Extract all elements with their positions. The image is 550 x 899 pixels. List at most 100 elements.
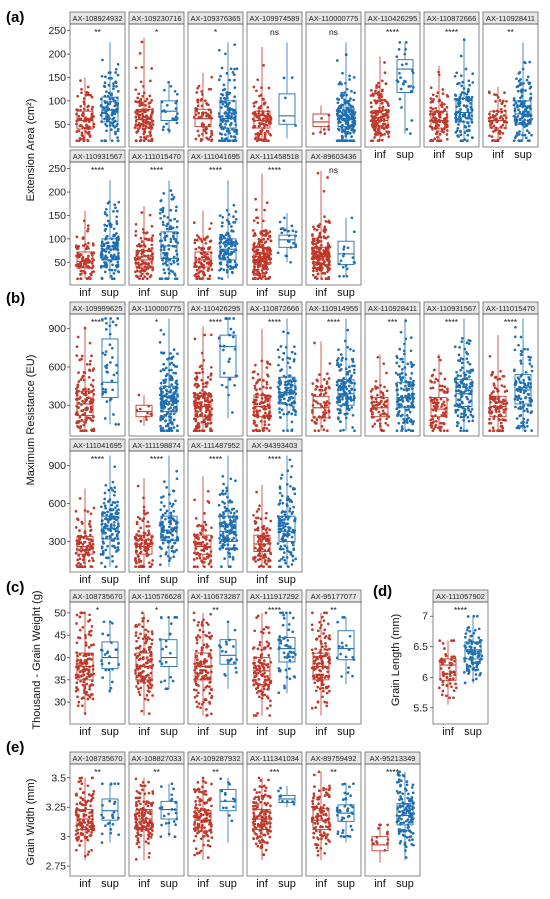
- data-point: [145, 272, 149, 275]
- data-point: [220, 106, 223, 109]
- data-point: [87, 391, 91, 395]
- data-point: [101, 58, 104, 62]
- data-point: [376, 386, 380, 389]
- data-point: [313, 227, 316, 231]
- data-point: [383, 61, 386, 64]
- data-point: [88, 341, 92, 345]
- data-point: [381, 409, 385, 413]
- data-point: [282, 397, 286, 401]
- data-point: [352, 371, 356, 375]
- data-point: [335, 359, 339, 362]
- data-point: [111, 480, 115, 484]
- facet-title: AX-109376365: [190, 14, 240, 23]
- data-point: [112, 524, 116, 527]
- data-point: [324, 411, 328, 415]
- data-point: [525, 78, 529, 82]
- data-point: [383, 71, 387, 75]
- data-point: [401, 376, 405, 379]
- data-point: [530, 369, 534, 373]
- data-point: [105, 363, 109, 367]
- data-point: [170, 429, 174, 433]
- data-point: [405, 398, 409, 402]
- facet-title: AX-109230716: [131, 14, 181, 23]
- data-point: [102, 525, 106, 529]
- data-point: [171, 544, 174, 548]
- data-point: [201, 396, 205, 399]
- data-point: [514, 325, 517, 329]
- data-point: [105, 321, 108, 325]
- data-point: [75, 345, 79, 349]
- data-point: [174, 405, 177, 409]
- data-point: [113, 490, 117, 494]
- data-point: [77, 117, 81, 121]
- data-point: [324, 220, 328, 223]
- data-point: [144, 99, 147, 103]
- data-point: [513, 368, 516, 372]
- data-point: [92, 429, 96, 433]
- data-point: [140, 255, 144, 258]
- data-point: [203, 418, 206, 422]
- facet-title: AX-110931567: [73, 152, 123, 161]
- data-point: [105, 524, 109, 528]
- data-point: [139, 550, 143, 554]
- data-point: [526, 348, 530, 351]
- data-point: [230, 112, 234, 115]
- data-point: [233, 260, 237, 264]
- data-point: [103, 101, 107, 104]
- data-point: [80, 258, 84, 262]
- data-point: [167, 247, 171, 251]
- data-point: [429, 379, 432, 383]
- data-point: [110, 268, 114, 272]
- data-point: [338, 274, 341, 278]
- data-point: [148, 275, 152, 279]
- data-point: [461, 337, 464, 340]
- data-point: [165, 122, 168, 126]
- data-point: [431, 421, 435, 425]
- data-point: [491, 114, 495, 117]
- data-point: [79, 277, 83, 281]
- x-tick-label: sup: [101, 287, 119, 299]
- x-tick-label: sup: [278, 287, 296, 299]
- data-point: [112, 413, 115, 416]
- data-point: [194, 382, 198, 386]
- data-point: [397, 413, 400, 416]
- data-point: [228, 241, 232, 245]
- data-point: [403, 384, 407, 388]
- data-point: [172, 412, 176, 415]
- data-point: [163, 88, 166, 92]
- data-point: [373, 116, 377, 120]
- data-point: [175, 220, 179, 223]
- data-point: [446, 429, 449, 433]
- data-point: [114, 130, 117, 134]
- data-point: [111, 554, 114, 558]
- data-point: [113, 517, 116, 521]
- data-point: [148, 123, 152, 127]
- data-point: [90, 429, 94, 433]
- data-point: [79, 79, 82, 82]
- data-point: [77, 244, 81, 248]
- data-point: [436, 135, 439, 139]
- data-point: [288, 398, 292, 401]
- data-point: [169, 240, 173, 244]
- data-point: [147, 529, 150, 533]
- data-point: [266, 237, 270, 241]
- data-point: [112, 520, 116, 524]
- data-point: [526, 392, 530, 396]
- data-point: [349, 104, 353, 108]
- box: [219, 334, 237, 378]
- data-point: [459, 374, 462, 378]
- data-point: [169, 189, 173, 192]
- data-point: [290, 76, 294, 79]
- data-point: [232, 331, 236, 334]
- data-point: [114, 257, 117, 261]
- data-point: [286, 356, 289, 360]
- data-point: [111, 356, 114, 359]
- data-point: [170, 193, 174, 197]
- data-point: [81, 429, 85, 433]
- data-point: [104, 317, 107, 320]
- data-point: [193, 337, 197, 341]
- box: [194, 108, 212, 128]
- data-point: [524, 396, 527, 400]
- data-point: [230, 250, 233, 254]
- data-point: [227, 114, 231, 117]
